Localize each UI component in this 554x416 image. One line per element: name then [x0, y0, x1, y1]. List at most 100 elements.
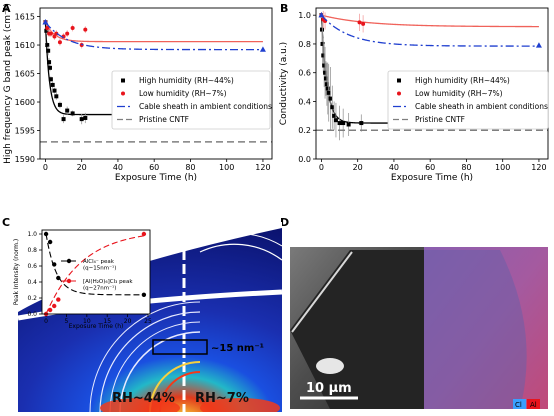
data-point: [65, 31, 70, 36]
x-tick-label: 120: [255, 163, 270, 172]
data-point: [359, 121, 364, 126]
x-tick-label: 10: [83, 318, 91, 325]
y-tick-label: 0.0: [27, 311, 37, 318]
data-point: [332, 113, 337, 118]
x-tick-label: 40: [113, 163, 123, 172]
panel-label-c: C: [2, 216, 10, 229]
q-region-label: ~15 nm⁻¹: [211, 343, 264, 354]
x-tick-label: 20: [353, 163, 363, 172]
data-point: [50, 82, 55, 87]
fit-line: [44, 21, 263, 51]
legend-label: AlCl₄⁻ peak: [83, 259, 115, 265]
data-point: [54, 31, 59, 36]
y-tick-label: 1605: [15, 69, 35, 78]
data-point: [52, 88, 57, 93]
scale-bar-label: 10 μm: [306, 381, 352, 396]
fit-line: [45, 233, 144, 296]
x-tick-label: 120: [531, 163, 546, 172]
data-point: [46, 48, 51, 53]
legend-cl-label: Cl: [515, 401, 522, 409]
x-tick-label: 40: [389, 163, 399, 172]
y-tick-label: 1610: [15, 41, 35, 50]
data-point: [325, 86, 330, 91]
ring-1: [119, 331, 201, 412]
data-point: [47, 60, 52, 65]
data-point: [326, 90, 331, 95]
fit-line: [320, 14, 539, 47]
diffraction-pattern: [18, 228, 282, 412]
series-0: [43, 231, 147, 297]
data-point: [52, 34, 57, 39]
data-point: [259, 46, 266, 52]
legend-label: Cable sheath in ambient conditions: [139, 102, 272, 111]
legend-al-swatch: [527, 399, 540, 409]
data-point: [61, 117, 66, 122]
x-tick-label: 80: [461, 163, 471, 172]
x-tick-label: 5: [65, 318, 69, 325]
data-point: [45, 25, 50, 30]
data-point: [83, 27, 88, 32]
legend-marker: [121, 78, 125, 83]
ring-2: [109, 321, 201, 412]
data-point: [47, 239, 53, 245]
data-point: [56, 297, 61, 302]
beam-center-right: [200, 398, 280, 412]
rh-low-label: RH~7%: [195, 391, 249, 406]
data-point: [83, 115, 88, 120]
legend-cl-swatch: [513, 399, 526, 409]
data-point: [535, 42, 542, 48]
legend-box: [387, 70, 549, 130]
panel-label-a: A: [2, 2, 11, 15]
y-tick-label: 1.0: [27, 231, 37, 238]
beam-center-left: [100, 398, 180, 412]
x-tick-label: 80: [185, 163, 195, 172]
x-tick-label: 0: [319, 163, 324, 172]
x-tick-label: 100: [219, 163, 234, 172]
y-tick-label: 1595: [15, 126, 35, 135]
data-point: [141, 292, 147, 297]
y-tick-label: 1.0: [298, 11, 311, 20]
data-point: [320, 41, 325, 46]
data-point: [333, 118, 338, 123]
data-point: [337, 121, 342, 126]
data-point: [330, 105, 335, 110]
data-point: [44, 28, 49, 33]
data-point: [318, 11, 325, 18]
legend-label: Cable sheath in ambient conditions: [415, 102, 548, 111]
ring-right-1: [199, 243, 282, 261]
y-tick-label: 0.0: [298, 155, 311, 164]
ring-right-2: [199, 232, 282, 247]
data-point: [48, 77, 53, 82]
x-axis-label: Exposure Time (h): [69, 323, 124, 330]
ring-4: [89, 301, 201, 412]
data-point: [322, 63, 327, 68]
y-tick-label: 0.6: [298, 69, 311, 78]
data-point: [57, 102, 62, 107]
sem-bright-spot: [316, 358, 344, 374]
data-point: [341, 121, 346, 126]
data-point: [48, 31, 53, 36]
x-tick-label: 15: [103, 318, 111, 325]
series-2: [318, 11, 542, 48]
legend-label: [Al(H₂O)₆]Cl₃ peak: [83, 279, 133, 285]
y-axis-label: Peak Intensity (norm.): [13, 239, 20, 305]
series-1: [43, 20, 263, 49]
chart-b: 0 20 40 60 80 100 120 0.0 0.2 0.4 0.6 0.8 1.0 Exposur…: [279, 7, 549, 183]
legend-label: High humidity (RH~44%): [415, 76, 510, 85]
y-tick-label: 1615: [15, 12, 35, 21]
data-point: [42, 19, 49, 25]
data-point: [52, 262, 57, 267]
panel-d-sem-image: 10 μm Cl Al: [290, 247, 548, 409]
legend-label: Low humidity (RH~7%): [415, 89, 503, 98]
legend-marker: [397, 91, 401, 96]
data-point: [45, 43, 50, 48]
y-tick-label: 0.8: [298, 40, 311, 49]
x-tick-label: 0: [44, 318, 48, 325]
x-tick-label: 20: [77, 163, 87, 172]
y-tick-label: 0.4: [298, 97, 311, 106]
x-tick-label: 60: [149, 163, 159, 172]
x-axis-label: Exposure Time (h): [115, 173, 197, 183]
legend-box: [111, 70, 271, 130]
x-tick-label: 60: [425, 163, 435, 172]
